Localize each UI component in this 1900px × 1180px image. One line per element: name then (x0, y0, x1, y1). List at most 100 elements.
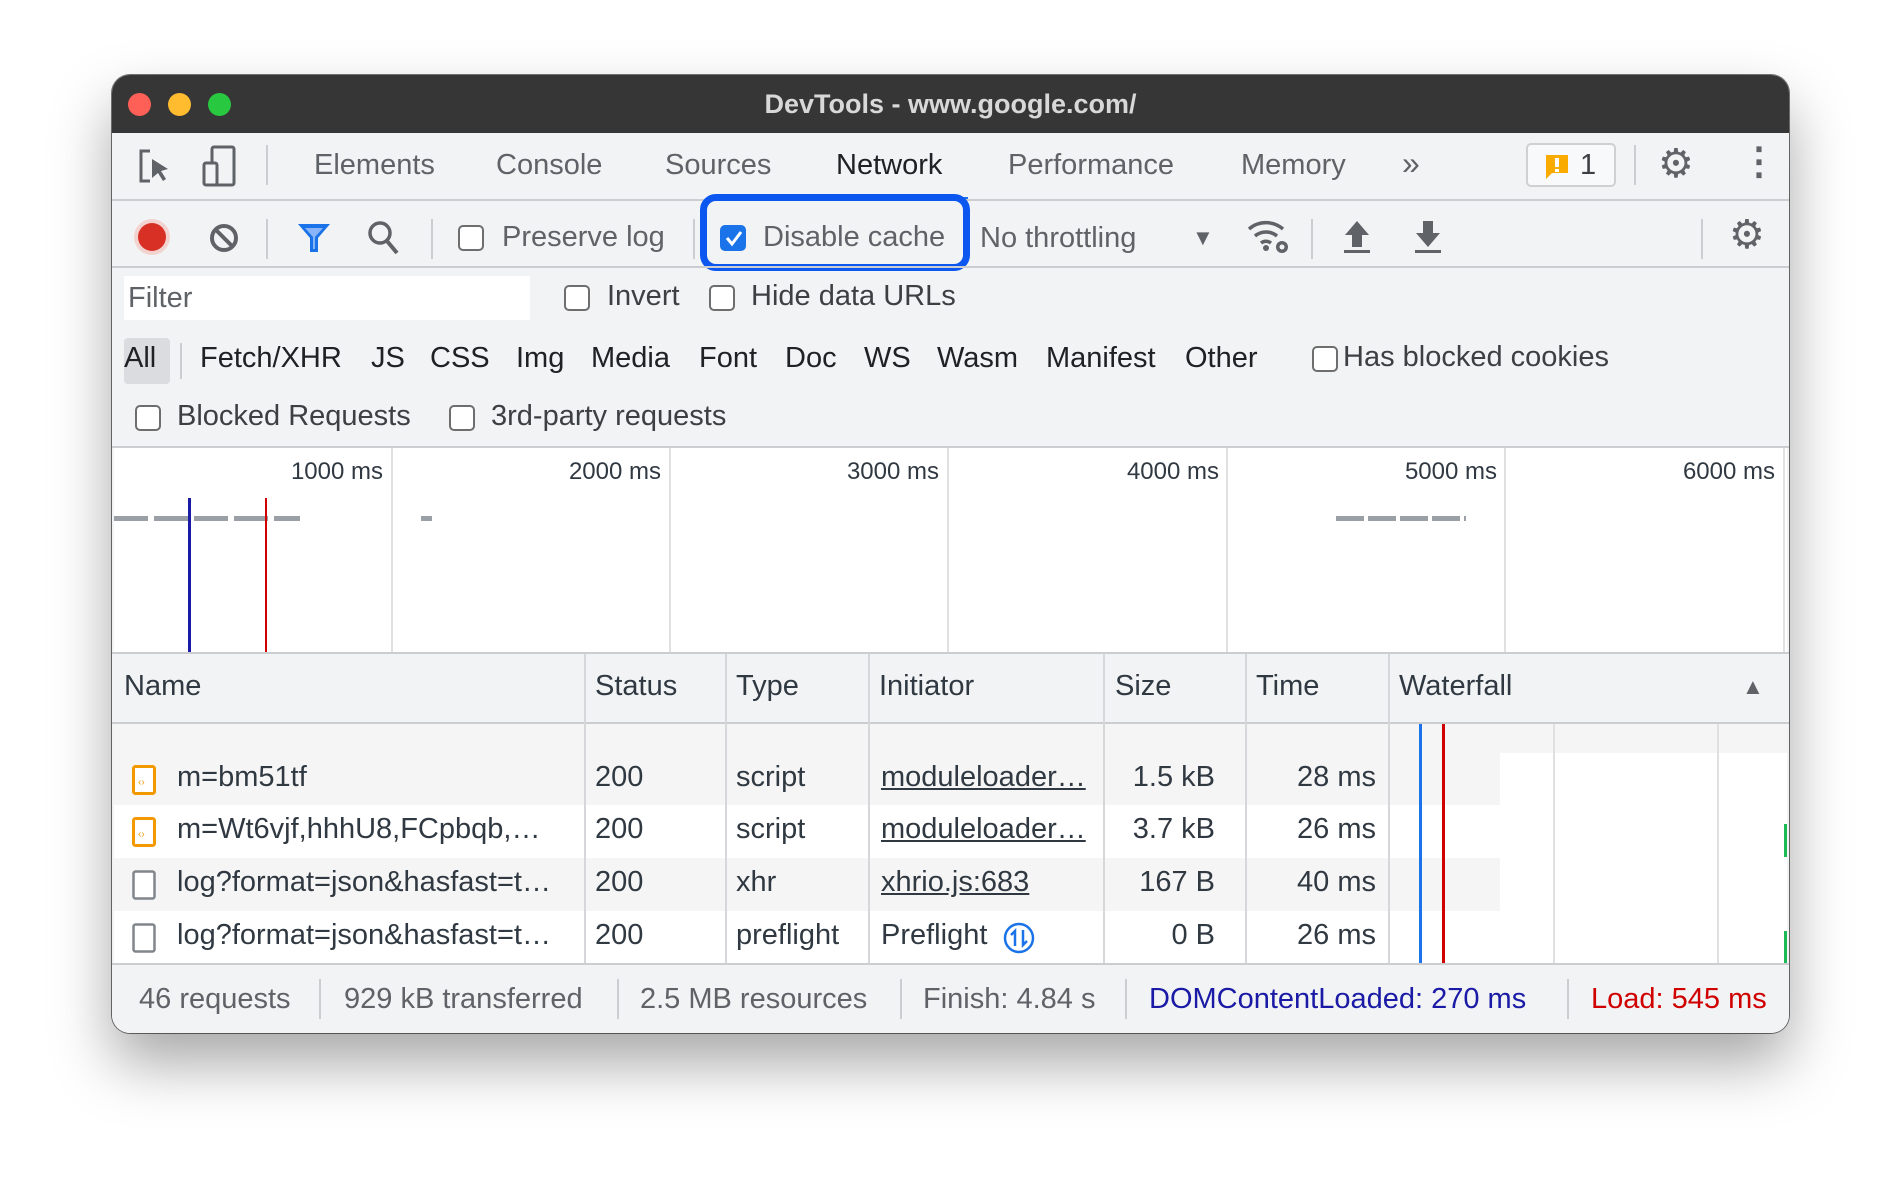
type-filter-fetchxhr[interactable]: Fetch/XHR (200, 342, 342, 374)
filter-funnel-icon[interactable] (296, 221, 332, 255)
minimize-window-button[interactable] (168, 93, 191, 116)
type-filter-all[interactable]: All (124, 342, 157, 374)
tab-memory[interactable]: Memory (1241, 149, 1346, 181)
hide-data-urls-checkbox[interactable] (709, 285, 735, 311)
type-filter-manifest[interactable]: Manifest (1046, 342, 1156, 374)
network-conditions-icon[interactable] (1246, 215, 1292, 255)
initiator-link[interactable]: moduleloader… (881, 761, 1086, 793)
request-size: 1.5 kB (1132, 761, 1215, 793)
throttling-dropdown-arrow-icon[interactable]: ▼ (1192, 225, 1214, 250)
overview-request-bars (1336, 516, 1466, 521)
svg-text:‹›: ‹› (138, 829, 145, 840)
third-party-requests-label: 3rd-party requests (491, 400, 727, 432)
devtools-window: DevTools - www.google.com/ Elements Cons… (112, 75, 1789, 1033)
request-type: script (736, 813, 806, 845)
close-window-button[interactable] (128, 93, 151, 116)
device-toolbar-icon[interactable] (202, 145, 236, 187)
tab-network[interactable]: Network (836, 149, 943, 181)
table-row[interactable]: ‹› m=bm51tf 200 script moduleloader… 1.5… (114, 753, 1500, 806)
request-time: 26 ms (1297, 813, 1376, 845)
has-blocked-cookies-label: Has blocked cookies (1343, 341, 1609, 373)
type-filter-wasm[interactable]: Wasm (937, 342, 1019, 374)
column-waterfall[interactable]: Waterfall (1399, 670, 1513, 702)
table-row[interactable]: ‹› m=Wt6vjf,hhhU8,FCpbqb,… 200 script mo… (114, 805, 1500, 858)
overview-dcl-marker (188, 498, 191, 652)
transferred-size: 929 kB transferred (344, 983, 583, 1015)
type-filter-font[interactable]: Font (699, 342, 758, 374)
type-filter-img[interactable]: Img (516, 342, 565, 374)
disable-cache-checkbox[interactable] (720, 225, 746, 251)
request-time: 28 ms (1297, 761, 1376, 793)
type-filter-js[interactable]: JS (371, 342, 405, 374)
script-file-icon: ‹› (132, 817, 156, 847)
initiator-link[interactable]: xhrio.js:683 (881, 866, 1030, 898)
issues-count: 1 (1580, 149, 1597, 181)
column-status[interactable]: Status (595, 670, 678, 702)
request-status: 200 (595, 919, 644, 951)
inspect-element-icon[interactable] (138, 149, 172, 185)
resources-size: 2.5 MB resources (640, 983, 868, 1015)
request-name: m=Wt6vjf,hhhU8,FCpbqb,… (177, 813, 541, 845)
settings-gear-icon[interactable]: ⚙ (1658, 142, 1694, 186)
dom-content-loaded-time: DOMContentLoaded: 270 ms (1149, 983, 1527, 1015)
column-type[interactable]: Type (736, 670, 799, 702)
export-har-download-icon[interactable] (1413, 219, 1443, 255)
throttling-select[interactable]: No throttling (980, 222, 1137, 254)
preserve-log-checkbox[interactable] (458, 225, 484, 251)
request-name: log?format=json&hasfast=t… (177, 919, 551, 951)
table-row[interactable]: log?format=json&hasfast=t… 200 preflight… (114, 911, 1500, 964)
column-size[interactable]: Size (1115, 670, 1172, 702)
tab-performance[interactable]: Performance (1008, 149, 1175, 181)
more-tabs-button[interactable]: » (1402, 145, 1420, 181)
tab-sources[interactable]: Sources (665, 149, 772, 181)
request-type: xhr (736, 866, 777, 898)
type-filter-media[interactable]: Media (591, 342, 670, 374)
overview-tick: 5000 ms (1404, 458, 1497, 485)
invert-checkbox[interactable] (564, 285, 590, 311)
preflight-request-icon[interactable] (1002, 921, 1036, 955)
import-har-upload-icon[interactable] (1342, 219, 1372, 255)
column-name[interactable]: Name (124, 670, 202, 702)
waterfall-bar (1784, 824, 1787, 857)
request-type: preflight (736, 919, 840, 951)
load-time: Load: 545 ms (1591, 983, 1767, 1015)
invert-label: Invert (607, 280, 680, 312)
filter-input[interactable]: Filter (124, 276, 530, 320)
type-filter-doc[interactable]: Doc (785, 342, 837, 374)
svg-text:‹›: ‹› (138, 777, 145, 788)
maximize-window-button[interactable] (208, 93, 231, 116)
table-header: Name Status Type Initiator Size Time Wat… (112, 654, 1789, 724)
type-filter-css[interactable]: CSS (430, 342, 490, 374)
tab-elements[interactable]: Elements (314, 149, 435, 181)
type-filter-other[interactable]: Other (1185, 342, 1258, 374)
issues-badge[interactable]: 1 (1526, 143, 1616, 187)
search-icon[interactable] (366, 219, 402, 257)
third-party-requests-checkbox[interactable] (449, 405, 475, 431)
request-name: log?format=json&hasfast=t… (177, 866, 551, 898)
network-settings-gear-icon[interactable]: ⚙ (1729, 213, 1765, 257)
overview-request-bar (421, 516, 432, 521)
column-initiator[interactable]: Initiator (879, 670, 975, 702)
more-options-kebab-icon[interactable]: ⋮ (1740, 141, 1778, 183)
clear-icon[interactable] (208, 222, 240, 254)
initiator-link[interactable]: moduleloader… (881, 813, 1086, 845)
has-blocked-cookies-checkbox[interactable] (1312, 346, 1338, 372)
column-time[interactable]: Time (1256, 670, 1320, 702)
overview-load-marker (265, 498, 267, 652)
table-row[interactable]: log?format=json&hasfast=t… 200 xhr xhrio… (114, 858, 1500, 911)
overview-tick: 6000 ms (1682, 458, 1775, 485)
sort-ascending-icon[interactable]: ▲ (1742, 674, 1764, 699)
tab-console[interactable]: Console (496, 149, 603, 181)
request-name: m=bm51tf (177, 761, 307, 793)
overview-tick: 2000 ms (568, 458, 661, 485)
finish-time: Finish: 4.84 s (923, 983, 1096, 1015)
filter-placeholder: Filter (128, 282, 193, 314)
document-file-icon (132, 870, 156, 900)
record-button[interactable] (138, 223, 166, 251)
type-filter-ws[interactable]: WS (864, 342, 911, 374)
network-overview-timeline[interactable]: 1000 ms 2000 ms 3000 ms 4000 ms 5000 ms … (114, 448, 1787, 652)
request-size: 167 B (1139, 866, 1215, 898)
request-status: 200 (595, 813, 644, 845)
request-time: 26 ms (1297, 919, 1376, 951)
blocked-requests-checkbox[interactable] (135, 405, 161, 431)
